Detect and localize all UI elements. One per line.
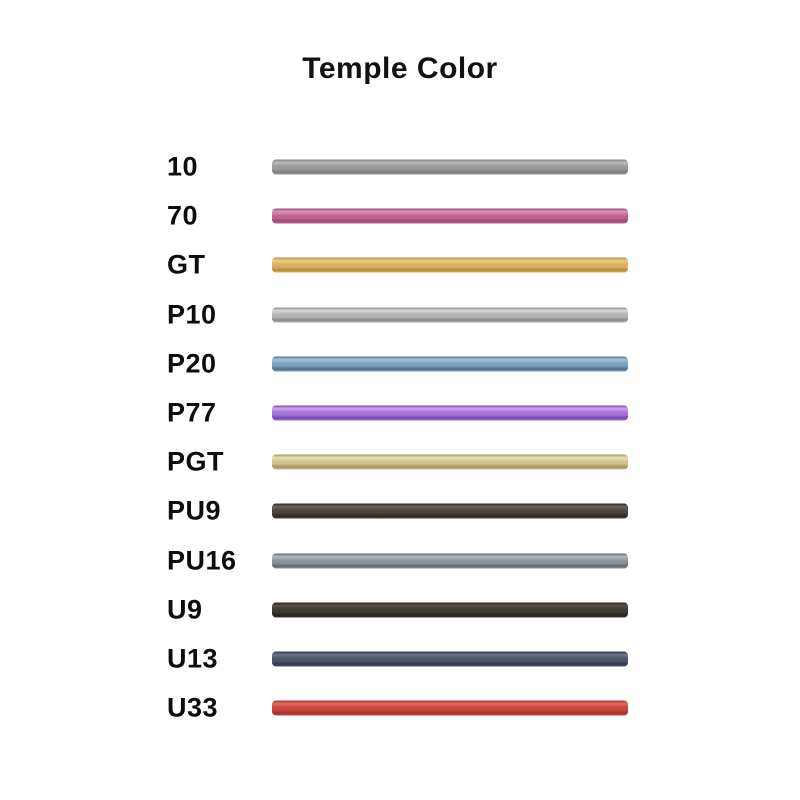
color-row: U33 — [0, 684, 800, 733]
color-row: P10 — [0, 290, 800, 339]
color-row: P77 — [0, 389, 800, 438]
color-code-label: PU9 — [167, 495, 222, 526]
color-code-label: PGT — [167, 446, 225, 477]
color-bar-swatch — [272, 405, 628, 421]
chart-title: Temple Color — [302, 52, 498, 85]
color-code-label: GT — [167, 249, 206, 280]
color-row: PU9 — [0, 487, 800, 536]
color-row: GT — [0, 241, 800, 290]
color-bar-swatch — [272, 257, 628, 273]
color-code-label: 70 — [167, 200, 199, 231]
color-code-label: P77 — [167, 397, 217, 428]
color-row: U13 — [0, 635, 800, 684]
color-bar-swatch — [272, 307, 628, 323]
color-bar-swatch — [272, 356, 628, 372]
color-code-label: 10 — [167, 151, 199, 182]
color-code-label: P10 — [167, 299, 217, 330]
color-row: 10 — [0, 143, 800, 192]
color-row: PU16 — [0, 536, 800, 585]
color-bar-swatch — [272, 159, 628, 175]
color-bar-swatch — [272, 503, 628, 519]
color-bar-swatch — [272, 454, 628, 470]
color-bar-swatch — [272, 553, 628, 569]
color-code-label: U33 — [167, 692, 219, 723]
color-row: PGT — [0, 438, 800, 487]
color-code-label: U13 — [167, 643, 219, 674]
color-code-label: U9 — [167, 594, 203, 625]
color-row: 70 — [0, 192, 800, 241]
color-bar-swatch — [272, 602, 628, 618]
color-code-label: P20 — [167, 348, 217, 379]
color-row: P20 — [0, 339, 800, 388]
color-bar-swatch — [272, 651, 628, 667]
color-bar-swatch — [272, 208, 628, 224]
color-row: U9 — [0, 585, 800, 634]
color-bar-swatch — [272, 700, 628, 716]
color-code-label: PU16 — [167, 545, 237, 576]
